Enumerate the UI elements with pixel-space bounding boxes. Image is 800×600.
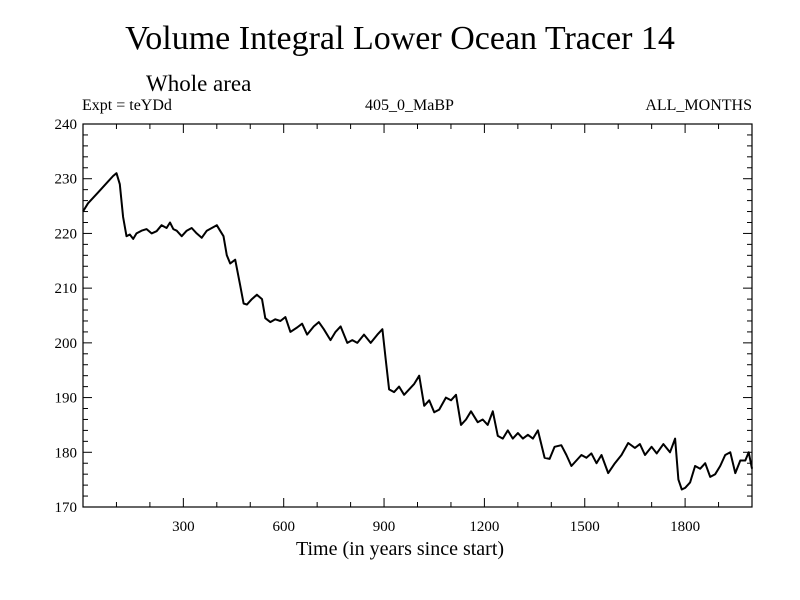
plot-frame [82,123,753,508]
series-line [82,172,753,491]
axis-ticks [83,124,752,507]
experiment-label: Expt = teYDd [82,97,172,114]
x-axis-label: Time (in years since start) [295,538,505,560]
x-tick-label: 300 [172,519,195,535]
y-tick-label: 230 [55,172,78,188]
period-label: 405_0_MaBP [365,97,454,114]
y-tick-label: 170 [55,500,78,516]
x-tick-label: 1800 [670,519,700,535]
y-tick-label: 220 [55,226,78,242]
chart-title: Volume Integral Lower Ocean Tracer 14 [125,20,675,57]
chart-subtitle: Whole area [146,71,252,96]
x-tick-label: 1200 [469,519,499,535]
y-tick-label: 190 [55,391,78,407]
x-tick-label: 900 [373,519,396,535]
axis-tick-labels: 300 600 900 1200 1500 1800 170 180 190 200 210 220 2… [55,117,701,535]
y-tick-label: 240 [55,117,78,133]
months-label: ALL_MONTHS [645,97,752,114]
x-tick-label: 600 [272,519,295,535]
y-tick-label: 210 [55,281,78,297]
y-tick-label: 180 [55,445,78,461]
y-tick-label: 200 [55,336,78,352]
x-tick-label: 1500 [570,519,600,535]
